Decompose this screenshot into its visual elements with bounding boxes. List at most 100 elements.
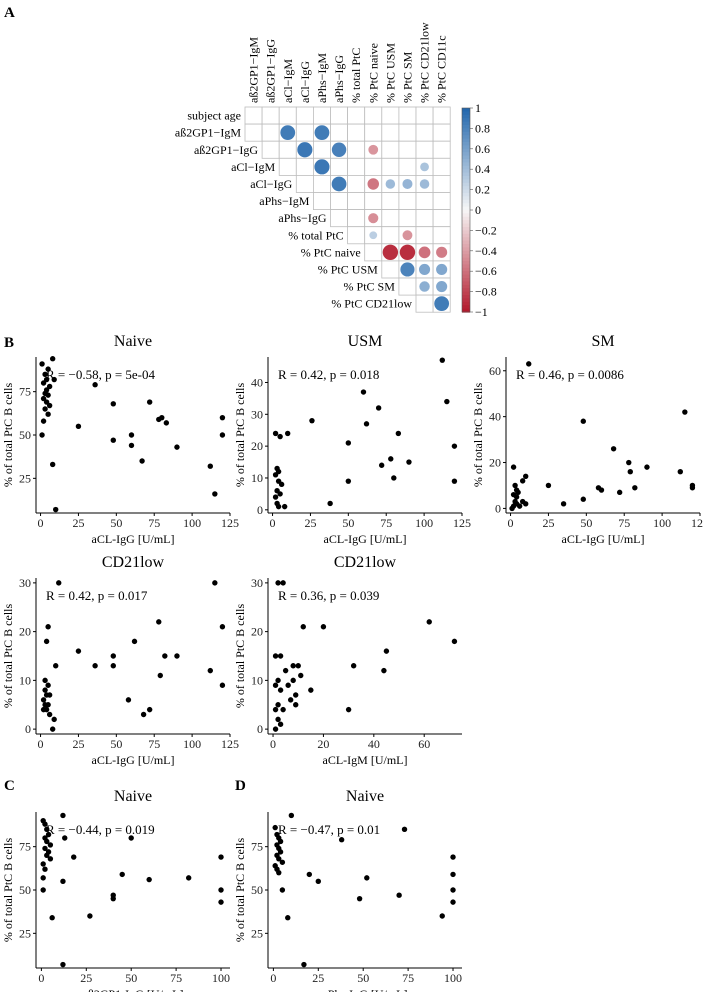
x-tick-label: 50 — [357, 971, 369, 985]
x-tick-label: 50 — [580, 516, 592, 530]
data-point — [156, 619, 162, 625]
heatmap-correlation-circle — [368, 213, 379, 224]
data-point — [276, 856, 282, 862]
data-point — [523, 473, 529, 479]
x-tick-label: 125 — [691, 516, 703, 530]
heatmap-row-label: aCl−IgG — [250, 177, 292, 191]
data-point — [47, 842, 54, 848]
data-point — [157, 672, 163, 679]
colorbar-segment — [462, 169, 470, 174]
heatmap-cell — [330, 192, 349, 211]
colorbar-segment — [462, 121, 470, 126]
heatmap-cell — [295, 123, 314, 142]
data-point — [45, 366, 51, 372]
data-point — [42, 371, 48, 378]
data-point — [75, 648, 82, 654]
colorbar-segment — [462, 176, 470, 180]
x-tick-label: 60 — [418, 737, 430, 751]
heatmap-cell — [364, 157, 383, 176]
data-point — [272, 653, 279, 659]
y-axis-label: % of total PtC B cells — [1, 838, 15, 943]
y-axis-label: % of total PtC B cells — [233, 604, 247, 709]
heatmap-cell — [415, 226, 434, 245]
heatmap-row-label: % PtC SM — [344, 280, 396, 294]
data-point — [450, 871, 456, 878]
y-axis-label: % of total PtC B cells — [471, 383, 485, 488]
correlation-stat: R = −0.44, p = 0.019 — [46, 822, 155, 837]
data-point — [272, 726, 279, 732]
x-tick-label: 100 — [444, 971, 462, 985]
data-point — [110, 401, 116, 407]
x-tick-label: 25 — [80, 971, 92, 985]
data-point — [272, 494, 279, 500]
colorbar-segment — [462, 108, 470, 112]
x-tick-label: 0 — [38, 971, 44, 985]
heatmap-cell — [415, 192, 434, 211]
data-point — [128, 432, 135, 438]
y-tick-label: 75 — [251, 840, 263, 854]
x-tick-label: 0 — [38, 516, 44, 530]
y-axis-label: % of total PtC B cells — [233, 383, 247, 488]
data-point — [275, 677, 281, 684]
data-point — [185, 875, 192, 881]
data-point — [212, 491, 218, 497]
heatmap-cell — [347, 157, 366, 176]
data-point — [279, 887, 286, 893]
heatmap-cell — [347, 226, 366, 245]
y-tick-label: 50 — [251, 883, 263, 897]
data-point — [281, 503, 288, 510]
heatmap-cell — [312, 174, 331, 193]
data-point — [212, 580, 218, 586]
heatmap-cell — [261, 140, 280, 159]
colorbar-tick-label: 0.4 — [475, 162, 490, 176]
x-tick-label: 25 — [72, 737, 84, 751]
data-point — [42, 687, 48, 693]
data-point — [450, 899, 456, 905]
heatmap-correlation-circle — [418, 263, 431, 276]
data-point — [545, 482, 552, 489]
heatmap-cell — [381, 106, 400, 125]
data-point — [364, 875, 370, 881]
correlation-stat: R = 0.42, p = 0.017 — [46, 588, 148, 603]
data-point — [51, 716, 57, 723]
colorbar-segment — [462, 291, 470, 296]
heatmap-cell — [364, 192, 383, 211]
x-tick-label: 25 — [304, 516, 316, 530]
x-axis-label: aCL-IgG [U/mL] — [324, 532, 407, 546]
data-point — [450, 854, 456, 860]
colorbar-segment — [462, 257, 470, 262]
data-point — [272, 682, 279, 688]
y-tick-label: 60 — [489, 364, 501, 378]
data-point — [92, 663, 98, 669]
x-tick-label: 25 — [542, 516, 554, 530]
x-tick-label: 75 — [380, 516, 392, 530]
colorbar-segment — [462, 118, 470, 123]
data-point — [218, 887, 224, 893]
x-axis-label: aPhs-IgG [U/mL] — [323, 987, 408, 992]
x-tick-label: 125 — [221, 737, 239, 751]
data-point — [39, 361, 45, 367]
x-tick-label: 100 — [653, 516, 671, 530]
colorbar-segment — [462, 155, 470, 160]
data-point — [40, 395, 47, 402]
data-point — [125, 697, 132, 703]
y-tick-label: 10 — [251, 673, 263, 687]
panel-label-d: D — [235, 778, 246, 794]
heatmap-cell — [432, 123, 451, 142]
heatmap-cell — [312, 192, 331, 211]
colorbar-segment — [462, 203, 470, 208]
heatmap-correlation-circle — [420, 162, 429, 172]
data-point — [677, 469, 683, 475]
heatmap-cell — [364, 243, 383, 262]
heatmap-col-label: % PtC CD11c — [435, 35, 449, 103]
heatmap-correlation-circle — [367, 178, 379, 190]
y-tick-label: 20 — [19, 625, 31, 639]
data-point — [174, 444, 180, 450]
data-point — [512, 482, 518, 489]
y-tick-label: 40 — [489, 410, 501, 424]
data-point — [40, 875, 46, 881]
data-point — [277, 491, 283, 497]
heatmap-cell — [381, 209, 400, 228]
heatmap-cell — [347, 123, 366, 142]
